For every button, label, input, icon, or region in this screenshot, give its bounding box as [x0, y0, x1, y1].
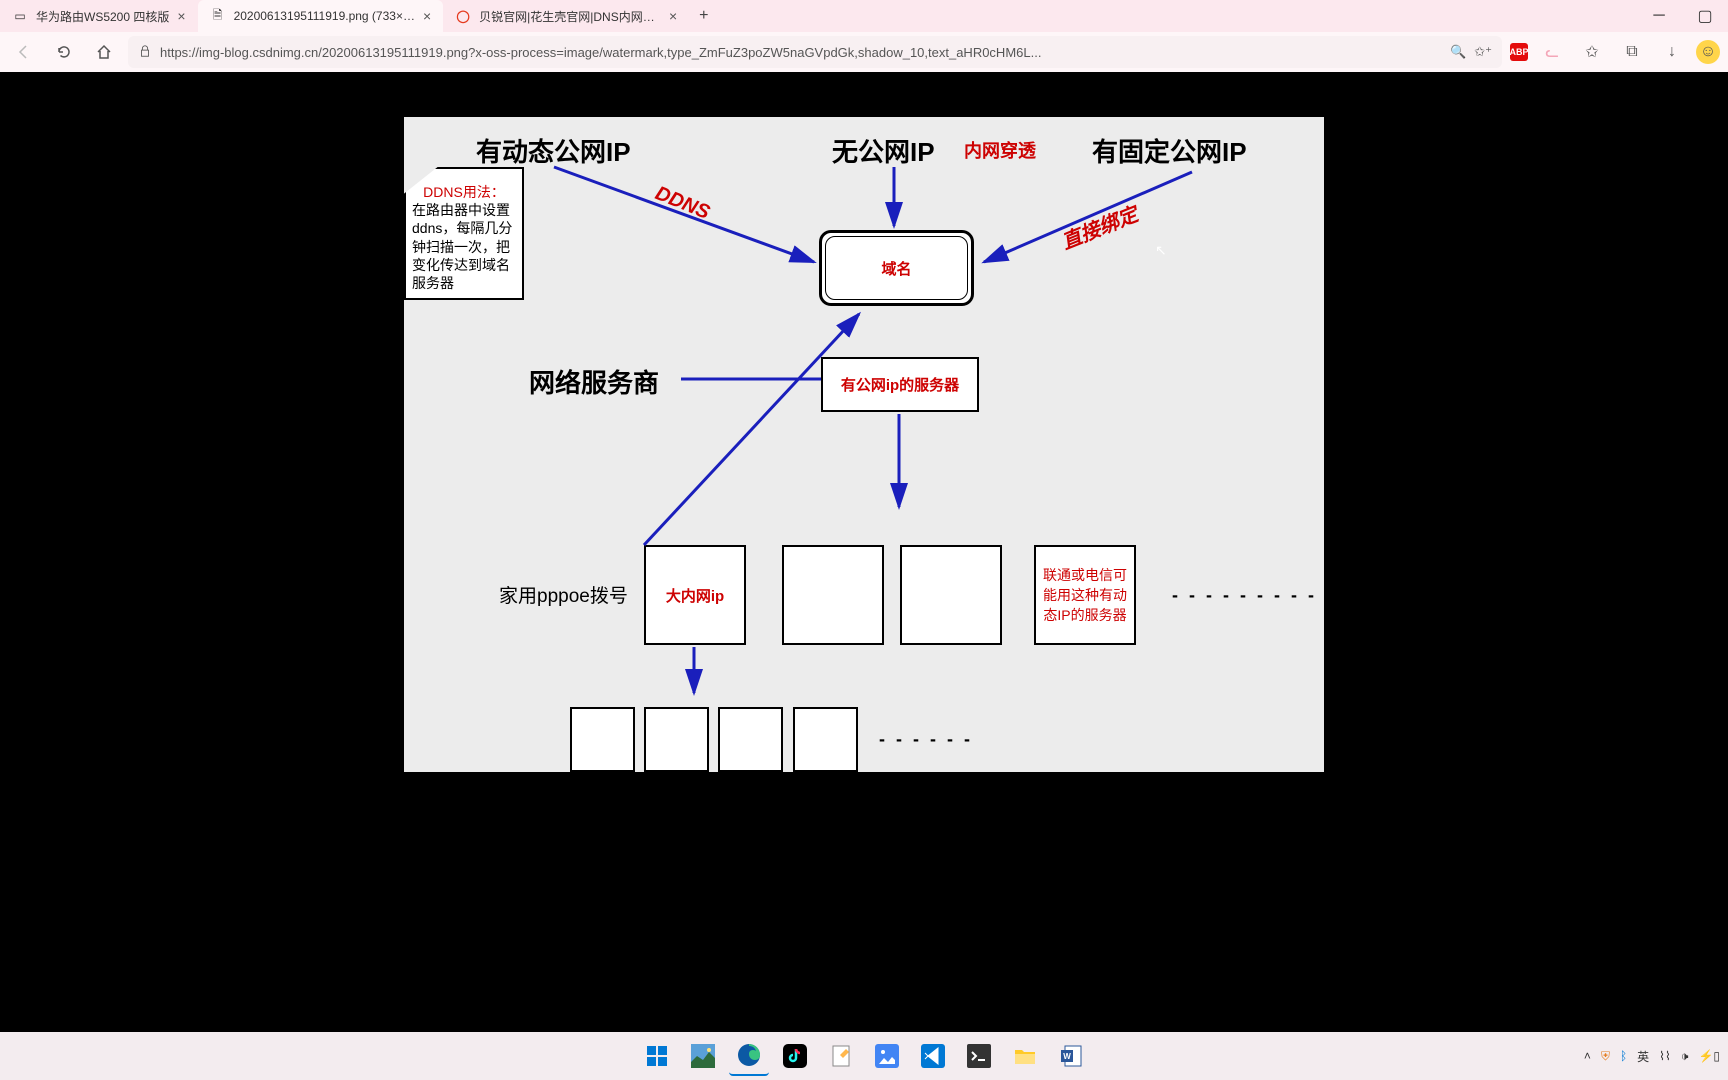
app-notepad[interactable] — [821, 1036, 861, 1076]
downloads-icon[interactable]: ↓ — [1656, 36, 1688, 68]
extension-icon[interactable]: ᓚ — [1536, 36, 1568, 68]
close-icon[interactable]: × — [669, 8, 677, 24]
minimize-button[interactable]: ─ — [1636, 0, 1682, 32]
tab-title: 20200613195111919.png (733×… — [234, 9, 415, 23]
taskbar: W ˄ ⛨ ᛒ 英 ⌇⌇ 🕩 ⚡▯ — [0, 1032, 1728, 1080]
app-vscode[interactable] — [913, 1036, 953, 1076]
diagram-image: 有动态公网IP 无公网IP 内网穿透 有固定公网IP DDNS用法： 在路由器中… — [404, 117, 1324, 772]
app-tiktok[interactable] — [775, 1036, 815, 1076]
favorite-icon[interactable]: ✩⁺ — [1474, 44, 1492, 60]
zoom-icon[interactable]: 🔍 — [1450, 44, 1466, 60]
system-tray: ˄ ⛨ ᛒ 英 ⌇⌇ 🕩 ⚡▯ — [1584, 1048, 1720, 1065]
tab-strip: ▭ 华为路由WS5200 四核版 × 🗎 20200613195111919.p… — [0, 0, 1636, 32]
oray-icon: ◯ — [455, 8, 471, 24]
mouse-cursor: ↖ — [1155, 242, 1167, 259]
start-button触[interactable] — [637, 1036, 677, 1076]
page-icon: ▭ — [12, 8, 28, 24]
app-terminal[interactable] — [959, 1036, 999, 1076]
tray-bluetooth-icon[interactable]: ᛒ — [1620, 1049, 1627, 1063]
favorites-icon[interactable]: ✩ — [1576, 36, 1608, 68]
close-icon[interactable]: × — [423, 8, 431, 24]
close-icon[interactable]: × — [177, 8, 185, 24]
tray-ime[interactable]: 英 — [1637, 1048, 1649, 1065]
tray-battery-icon[interactable]: ⚡▯ — [1698, 1049, 1720, 1063]
address-bar[interactable]: https://img-blog.csdnimg.cn/202006131951… — [128, 36, 1502, 68]
app-explorer[interactable] — [1005, 1036, 1045, 1076]
svg-text:W: W — [1063, 1052, 1071, 1061]
app-photos[interactable] — [683, 1036, 723, 1076]
url-text: https://img-blog.csdnimg.cn/202006131951… — [160, 45, 1442, 60]
tab-2[interactable]: 🗎 20200613195111919.png (733×… × — [198, 0, 444, 32]
app-image-viewer[interactable] — [867, 1036, 907, 1076]
tray-chevron-icon[interactable]: ˄ — [1584, 1049, 1591, 1063]
page-viewport: 有动态公网IP 无公网IP 内网穿透 有固定公网IP DDNS用法： 在路由器中… — [0, 72, 1728, 1032]
maximize-button[interactable]: ▢ — [1682, 0, 1728, 32]
page-icon: 🗎 — [210, 8, 226, 24]
app-edge[interactable] — [729, 1036, 769, 1076]
tray-shield-icon[interactable]: ⛨ — [1601, 1049, 1610, 1064]
refresh-button[interactable] — [48, 36, 80, 68]
tab-3[interactable]: ◯ 贝锐官网|花生壳官网|DNS内网穿… × — [443, 0, 689, 32]
arrows-layer — [404, 117, 1324, 772]
abp-icon[interactable]: ABP — [1510, 43, 1528, 61]
new-tab-button[interactable]: + — [689, 0, 718, 32]
toolbar: https://img-blog.csdnimg.cn/202006131951… — [0, 32, 1728, 72]
tab-title: 贝锐官网|花生壳官网|DNS内网穿… — [479, 8, 661, 25]
profile-icon[interactable]: ☺ — [1696, 40, 1720, 64]
tray-volume-icon[interactable]: 🕩 — [1681, 1049, 1689, 1064]
lock-icon — [138, 44, 152, 61]
back-button[interactable] — [8, 36, 40, 68]
tray-wifi-icon[interactable]: ⌇⌇ — [1659, 1049, 1671, 1063]
tab-1[interactable]: ▭ 华为路由WS5200 四核版 × — [0, 0, 198, 32]
collections-icon[interactable]: ⧉ — [1616, 36, 1648, 68]
tab-title: 华为路由WS5200 四核版 — [36, 8, 169, 25]
home-button[interactable] — [88, 36, 120, 68]
app-word[interactable]: W — [1051, 1036, 1091, 1076]
